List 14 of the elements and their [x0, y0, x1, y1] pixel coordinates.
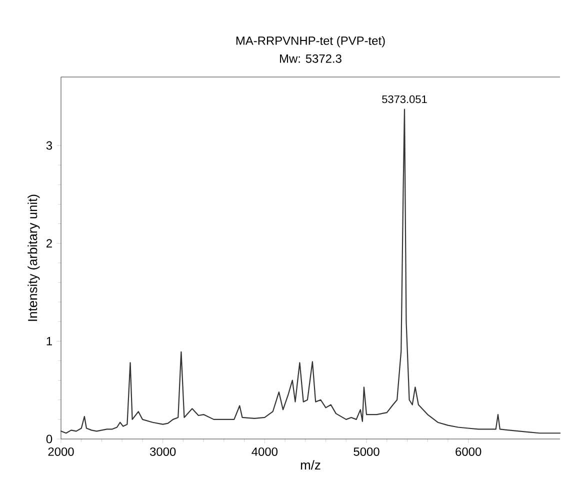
x-tick-label: 6000 — [456, 447, 482, 456]
x-axis-title: m/z — [300, 460, 320, 470]
y-axis-title: Intensity (arbitary unit) — [28, 194, 40, 321]
y-tick-label: 1 — [46, 337, 52, 346]
x-tick-label: 5000 — [354, 447, 380, 456]
x-tick-label: 2000 — [48, 447, 74, 456]
y-tick-label: 2 — [46, 239, 52, 248]
chart-subtitle: Mw: 5372.3 — [280, 54, 342, 63]
x-tick-label: 3000 — [150, 447, 176, 456]
y-tick-label: 3 — [46, 141, 52, 150]
y-tick-label: 0 — [46, 434, 52, 444]
chart-title: MA-RRPVNHP-tet (PVP-tet) — [236, 36, 385, 48]
annotation: 5373.051 — [382, 95, 427, 104]
x-tick-label: 4000 — [252, 447, 278, 456]
